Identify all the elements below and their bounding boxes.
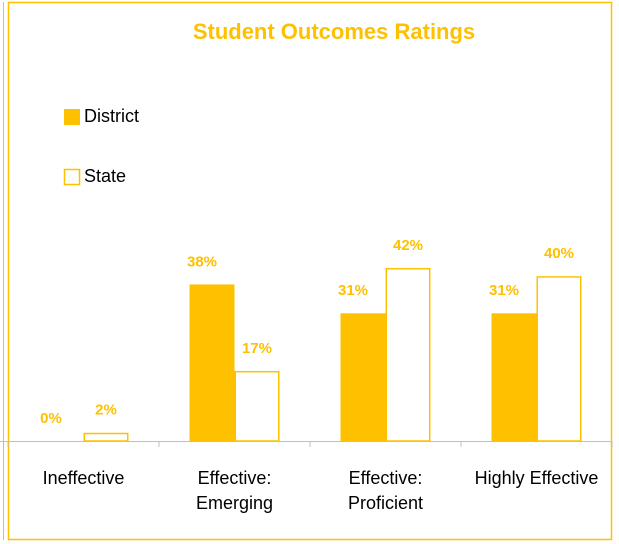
chart-border bbox=[7, 1, 613, 541]
bar bbox=[491, 313, 537, 441]
value-label: 31% bbox=[489, 282, 519, 299]
bar bbox=[385, 267, 431, 442]
value-label: 2% bbox=[95, 402, 117, 419]
bar bbox=[83, 432, 129, 442]
value-label: 0% bbox=[40, 410, 62, 427]
bar bbox=[234, 370, 280, 442]
x-tick-label: Ineffective bbox=[42, 468, 125, 488]
bar bbox=[536, 276, 582, 442]
legend-label: District bbox=[84, 106, 139, 126]
value-label: 38% bbox=[187, 253, 217, 270]
bar bbox=[189, 284, 235, 441]
legend-swatch bbox=[63, 168, 81, 186]
x-tick-label: Effective: Proficient bbox=[347, 468, 424, 513]
legend-label: State bbox=[84, 166, 126, 186]
x-tick-label: Highly Effective bbox=[474, 468, 599, 488]
bar bbox=[340, 313, 386, 441]
x-tick-label: Effective: Emerging bbox=[195, 468, 274, 513]
value-label: 40% bbox=[544, 245, 574, 262]
legend-swatch bbox=[64, 109, 80, 125]
chart-title: Student Outcomes Ratings bbox=[193, 19, 475, 44]
value-label: 42% bbox=[393, 237, 423, 254]
value-label: 17% bbox=[242, 340, 272, 357]
value-label: 31% bbox=[338, 282, 368, 299]
